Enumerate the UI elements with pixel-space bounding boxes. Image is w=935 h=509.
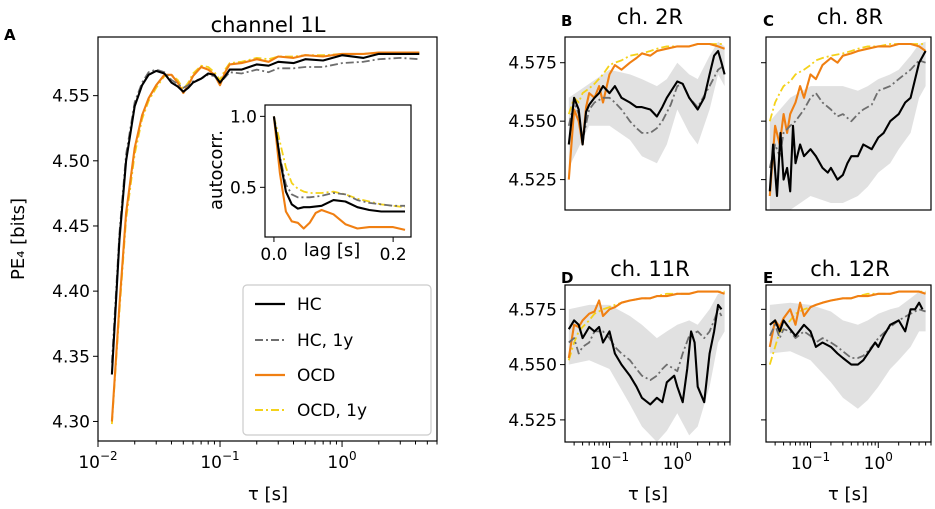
panel-a-ytick-label-0: 4.30: [52, 412, 90, 432]
panel-a-xtick-label-0: 10−2: [78, 449, 117, 473]
panel-d-x-axis-label: τ [s]: [628, 484, 668, 505]
panel-b-title: ch. 2R: [617, 5, 683, 29]
panel-a: A channel 1L 4.30 4.35 4.40 4.45 4.50 4.55 10…: [4, 13, 438, 505]
legend-label-hc-1y: HC, 1y: [297, 331, 353, 351]
panel-a-x-ticks: 10−2 10−1 100: [78, 441, 438, 473]
panel-c-std-band: [769, 41, 926, 210]
panel-d-line-hc: [567, 303, 723, 406]
inset-x-ticks: 0.0 0.2: [260, 237, 407, 265]
panel-b-line-hc-1y: [567, 64, 726, 141]
panel-d-line-ocd: [567, 290, 725, 359]
panel-d-ytick-label-2: 4.575: [508, 300, 557, 320]
panel-b-ytick-label-1: 4.550: [508, 112, 557, 132]
panel-c-axes-frame: [765, 36, 932, 211]
inset-autocorr: 0.5 1.0 0.0 0.2 autocorr. lag [s]: [206, 104, 412, 265]
inset-xtick-label-1: 0.2: [380, 245, 407, 265]
legend: HC HC, 1y OCD OCD, 1y: [242, 284, 432, 436]
panel-d-x-ticks: 10−1 100: [573, 442, 731, 474]
panel-a-line-hc: [110, 52, 420, 375]
panel-b-y-ticks: 4.525 4.550 4.575: [508, 54, 565, 191]
legend-label-hc: HC: [297, 295, 322, 315]
panel-b: B ch. 2R 4.525 4.550 4.575: [508, 5, 731, 211]
inset-plot: [272, 116, 406, 231]
panel-a-ytick-label-3: 4.45: [52, 217, 90, 237]
panel-d-title: ch. 11R: [610, 257, 690, 281]
panel-d-plot: [567, 290, 725, 442]
panel-e-xtick-label-1: 100: [864, 450, 893, 474]
panel-e-x-ticks: 10−1 100: [774, 442, 932, 474]
panel-d-ytick-label-1: 4.550: [508, 356, 557, 376]
legend-label-ocd-1y: OCD, 1y: [297, 401, 367, 421]
inset-ytick-label-1: 1.0: [230, 107, 257, 127]
panel-a-y-axis-label: PE₄ [bits]: [8, 198, 29, 280]
panel-a-ytick-label-2: 4.40: [52, 282, 90, 302]
panel-letter-a: A: [4, 26, 16, 44]
panel-letter-b: B: [561, 12, 572, 30]
inset-x-axis-label: lag [s]: [304, 240, 361, 261]
panel-e-title: ch. 12R: [810, 257, 890, 281]
inset-xtick-label-0: 0.0: [260, 245, 287, 265]
panel-b-ytick-label-0: 4.525: [508, 171, 557, 191]
panel-a-axes-frame: [97, 36, 438, 442]
panel-a-xtick-label-2: 100: [327, 449, 356, 473]
panel-e-line-ocd: [768, 290, 926, 348]
inset-y-ticks: 0.5 1.0: [230, 107, 265, 198]
panel-b-axes-frame: [564, 36, 731, 211]
panel-e-std-band: [769, 291, 926, 409]
panel-a-ytick-label-5: 4.55: [52, 87, 90, 107]
panel-a-ytick-label-4: 4.50: [52, 152, 90, 172]
panel-e-line-hc: [769, 301, 924, 366]
panel-a-y-ticks: 4.30 4.35 4.40 4.45 4.50 4.55: [52, 87, 98, 432]
panel-d-xtick-label-0: 10−1: [590, 450, 629, 474]
panel-b-line-hc: [567, 49, 726, 146]
panel-e-line-hc-1y: [768, 308, 926, 359]
panel-e-xtick-label-0: 10−1: [791, 450, 830, 474]
panel-d-xtick-label-1: 100: [663, 450, 692, 474]
panel-d-line-hc-1y: [568, 308, 723, 381]
inset-axes-frame: [264, 104, 412, 238]
panel-letter-c: C: [763, 12, 774, 30]
panel-b-std-band: [568, 41, 725, 168]
panel-c-line-hc-1y: [768, 59, 926, 169]
panel-d: D ch. 11R 4.525 4.550 4.575 10−1 100 τ [s]: [508, 257, 731, 505]
panel-c-y-ticks: [761, 62, 766, 181]
legend-box: [242, 284, 432, 436]
panel-d-std-band: [568, 293, 725, 442]
inset-line-ocd: [272, 116, 406, 231]
panel-b-plot: [567, 41, 726, 180]
panel-e-axes-frame: [765, 284, 932, 443]
panel-letter-d: D: [561, 269, 573, 287]
panel-letter-e: E: [763, 269, 773, 287]
panel-b-ytick-label-2: 4.575: [508, 54, 557, 74]
inset-line-hc: [272, 116, 405, 213]
panel-a-xtick-label-1: 10−1: [200, 449, 239, 473]
panel-a-title: channel 1L: [211, 13, 326, 37]
panel-e-plot: [768, 290, 926, 409]
panel-a-ytick-label-1: 4.35: [52, 347, 90, 367]
inset-line-ocd-1y: [273, 116, 406, 209]
panel-a-plot: [110, 51, 420, 425]
panel-c-title: ch. 8R: [817, 5, 883, 29]
inset-y-axis-label: autocorr.: [206, 130, 227, 210]
panel-d-ytick-label-0: 4.525: [508, 411, 557, 431]
panel-a-x-axis-label: τ [s]: [248, 484, 288, 505]
panel-e: E ch. 12R 10−1 100 τ [s]: [761, 257, 932, 505]
panel-c: C ch. 8R: [761, 5, 932, 211]
inset-ytick-label-0: 0.5: [230, 178, 257, 198]
panel-e-y-ticks: [761, 308, 766, 421]
panel-e-x-axis-label: τ [s]: [828, 484, 868, 505]
panel-d-y-ticks: 4.525 4.550 4.575: [508, 300, 565, 431]
panel-d-axes-frame: [564, 284, 731, 443]
panel-c-plot: [768, 41, 927, 210]
legend-label-ocd: OCD: [297, 366, 335, 386]
panel-c-line-hc: [768, 50, 927, 198]
